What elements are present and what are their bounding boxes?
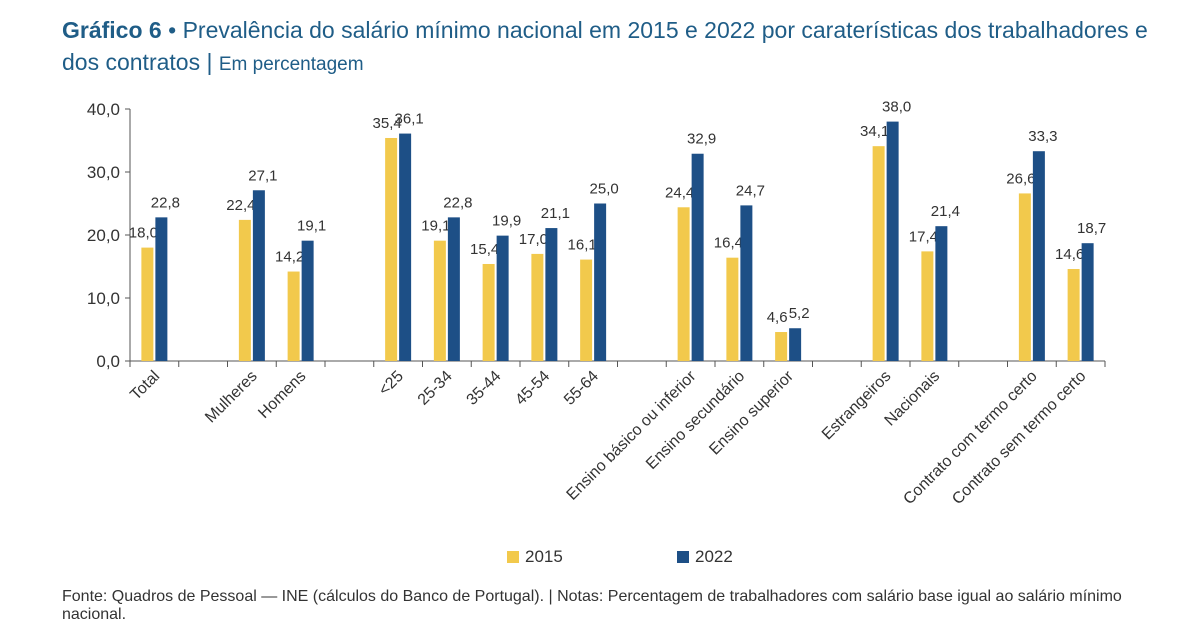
data-label-2015-12: 24,4	[665, 184, 694, 201]
data-label-2015-16: 34,1	[860, 123, 889, 140]
data-label-2015-7: 19,1	[421, 218, 450, 235]
data-label-2022-19: 33,3	[1028, 128, 1057, 145]
bar-2015-19	[1018, 193, 1031, 361]
bar-2022-1	[155, 217, 168, 361]
title-text: Prevalência do salário mínimo nacional e…	[62, 17, 1148, 75]
legend-swatch-2015	[507, 551, 519, 563]
y-tick-label: 20,0	[87, 226, 120, 245]
bar-2015-6	[385, 137, 398, 361]
data-label-2015-1: 18,0	[129, 225, 158, 242]
data-label-2015-19: 26,6	[1006, 170, 1035, 187]
chart-title: Gráfico 6 • Prevalência do salário mínim…	[62, 14, 1182, 81]
bar-2015-14	[775, 332, 788, 361]
bar-2022-12	[691, 153, 704, 361]
bar-2022-13	[740, 205, 753, 361]
bar-2015-8	[482, 263, 495, 361]
bar-2022-10	[594, 203, 607, 361]
data-label-2015-8: 15,4	[470, 241, 499, 258]
data-label-2022-20: 18,7	[1077, 220, 1106, 237]
data-label-2022-16: 38,0	[882, 99, 911, 116]
data-label-2022-10: 25,0	[590, 181, 619, 198]
data-label-2022-13: 24,7	[736, 182, 765, 199]
data-label-2015-14: 4,6	[767, 309, 788, 326]
legend-label-2022: 2022	[695, 547, 733, 566]
bar-2022-17	[935, 226, 948, 361]
data-label-2022-7: 22,8	[443, 194, 472, 211]
y-tick-label: 30,0	[87, 163, 120, 182]
x-category-label: <25	[376, 368, 407, 399]
bar-2015-9	[531, 253, 544, 361]
bar-2022-7	[447, 217, 460, 361]
data-label-2022-3: 27,1	[248, 167, 277, 184]
legend-item-2015: 2015	[507, 547, 563, 567]
bar-2022-9	[545, 228, 558, 361]
x-category-label: 45-54	[512, 368, 553, 409]
title-units: Em percentagem	[218, 54, 364, 75]
y-tick-label: 0,0	[96, 352, 120, 371]
data-label-2022-17: 21,4	[931, 203, 960, 220]
data-label-2015-3: 22,4	[226, 197, 255, 214]
legend-swatch-2022	[677, 551, 689, 563]
legend-item-2022: 2022	[677, 547, 733, 567]
bar-2015-4	[287, 271, 300, 361]
data-label-2022-6: 36,1	[395, 111, 424, 128]
title-bullet: •	[168, 17, 177, 43]
x-category-label: Homens	[255, 368, 309, 422]
x-category-label: Ensino superior	[706, 367, 797, 458]
legend-label-2015: 2015	[525, 547, 563, 566]
bar-2022-6	[399, 133, 412, 361]
bar-2022-4	[301, 240, 314, 361]
x-category-label: Mulheres	[202, 368, 261, 427]
bar-2022-19	[1032, 151, 1045, 361]
x-category-label: Total	[127, 368, 163, 404]
data-label-2015-10: 16,1	[568, 237, 597, 254]
bar-2022-8	[496, 235, 509, 361]
data-label-2015-17: 17,4	[909, 228, 938, 245]
bar-2022-3	[252, 190, 265, 361]
data-label-2015-9: 17,0	[519, 231, 548, 248]
bar-2015-13	[726, 257, 739, 361]
bar-2022-14	[789, 328, 802, 361]
title-separator: |	[206, 49, 213, 75]
data-label-2022-4: 19,1	[297, 218, 326, 235]
data-label-2015-13: 16,4	[714, 235, 743, 252]
data-label-2015-20: 14,6	[1055, 246, 1084, 263]
data-label-2015-4: 14,2	[275, 249, 304, 266]
x-category-label: 25-34	[415, 368, 456, 409]
bar-2022-20	[1081, 243, 1094, 361]
data-label-2022-14: 5,2	[789, 305, 810, 322]
bar-2015-1	[141, 247, 154, 361]
data-label-2022-8: 19,9	[492, 213, 521, 230]
data-label-2022-12: 32,9	[687, 131, 716, 148]
x-category-label: 55-64	[561, 368, 602, 409]
bar-2015-10	[580, 259, 593, 361]
y-tick-label: 10,0	[87, 289, 120, 308]
bar-2015-12	[677, 207, 690, 361]
x-category-label: Estrangeiros	[819, 368, 895, 444]
y-tick-label: 40,0	[87, 100, 120, 119]
figure-label: Gráfico 6	[62, 17, 162, 43]
bar-2015-7	[433, 240, 446, 361]
bar-2015-16	[872, 146, 885, 361]
data-label-2022-9: 21,1	[541, 205, 570, 222]
bar-2022-16	[886, 121, 899, 361]
bar-2015-20	[1067, 269, 1080, 361]
bar-2015-17	[921, 251, 934, 361]
data-label-2022-1: 22,8	[151, 194, 180, 211]
footer-note: Fonte: Quadros de Pessoal — INE (cálculo…	[62, 588, 1122, 623]
bar-2015-3	[238, 219, 251, 361]
x-category-label: 35-44	[463, 368, 504, 409]
data-label-2015-6: 35,4	[373, 115, 402, 132]
